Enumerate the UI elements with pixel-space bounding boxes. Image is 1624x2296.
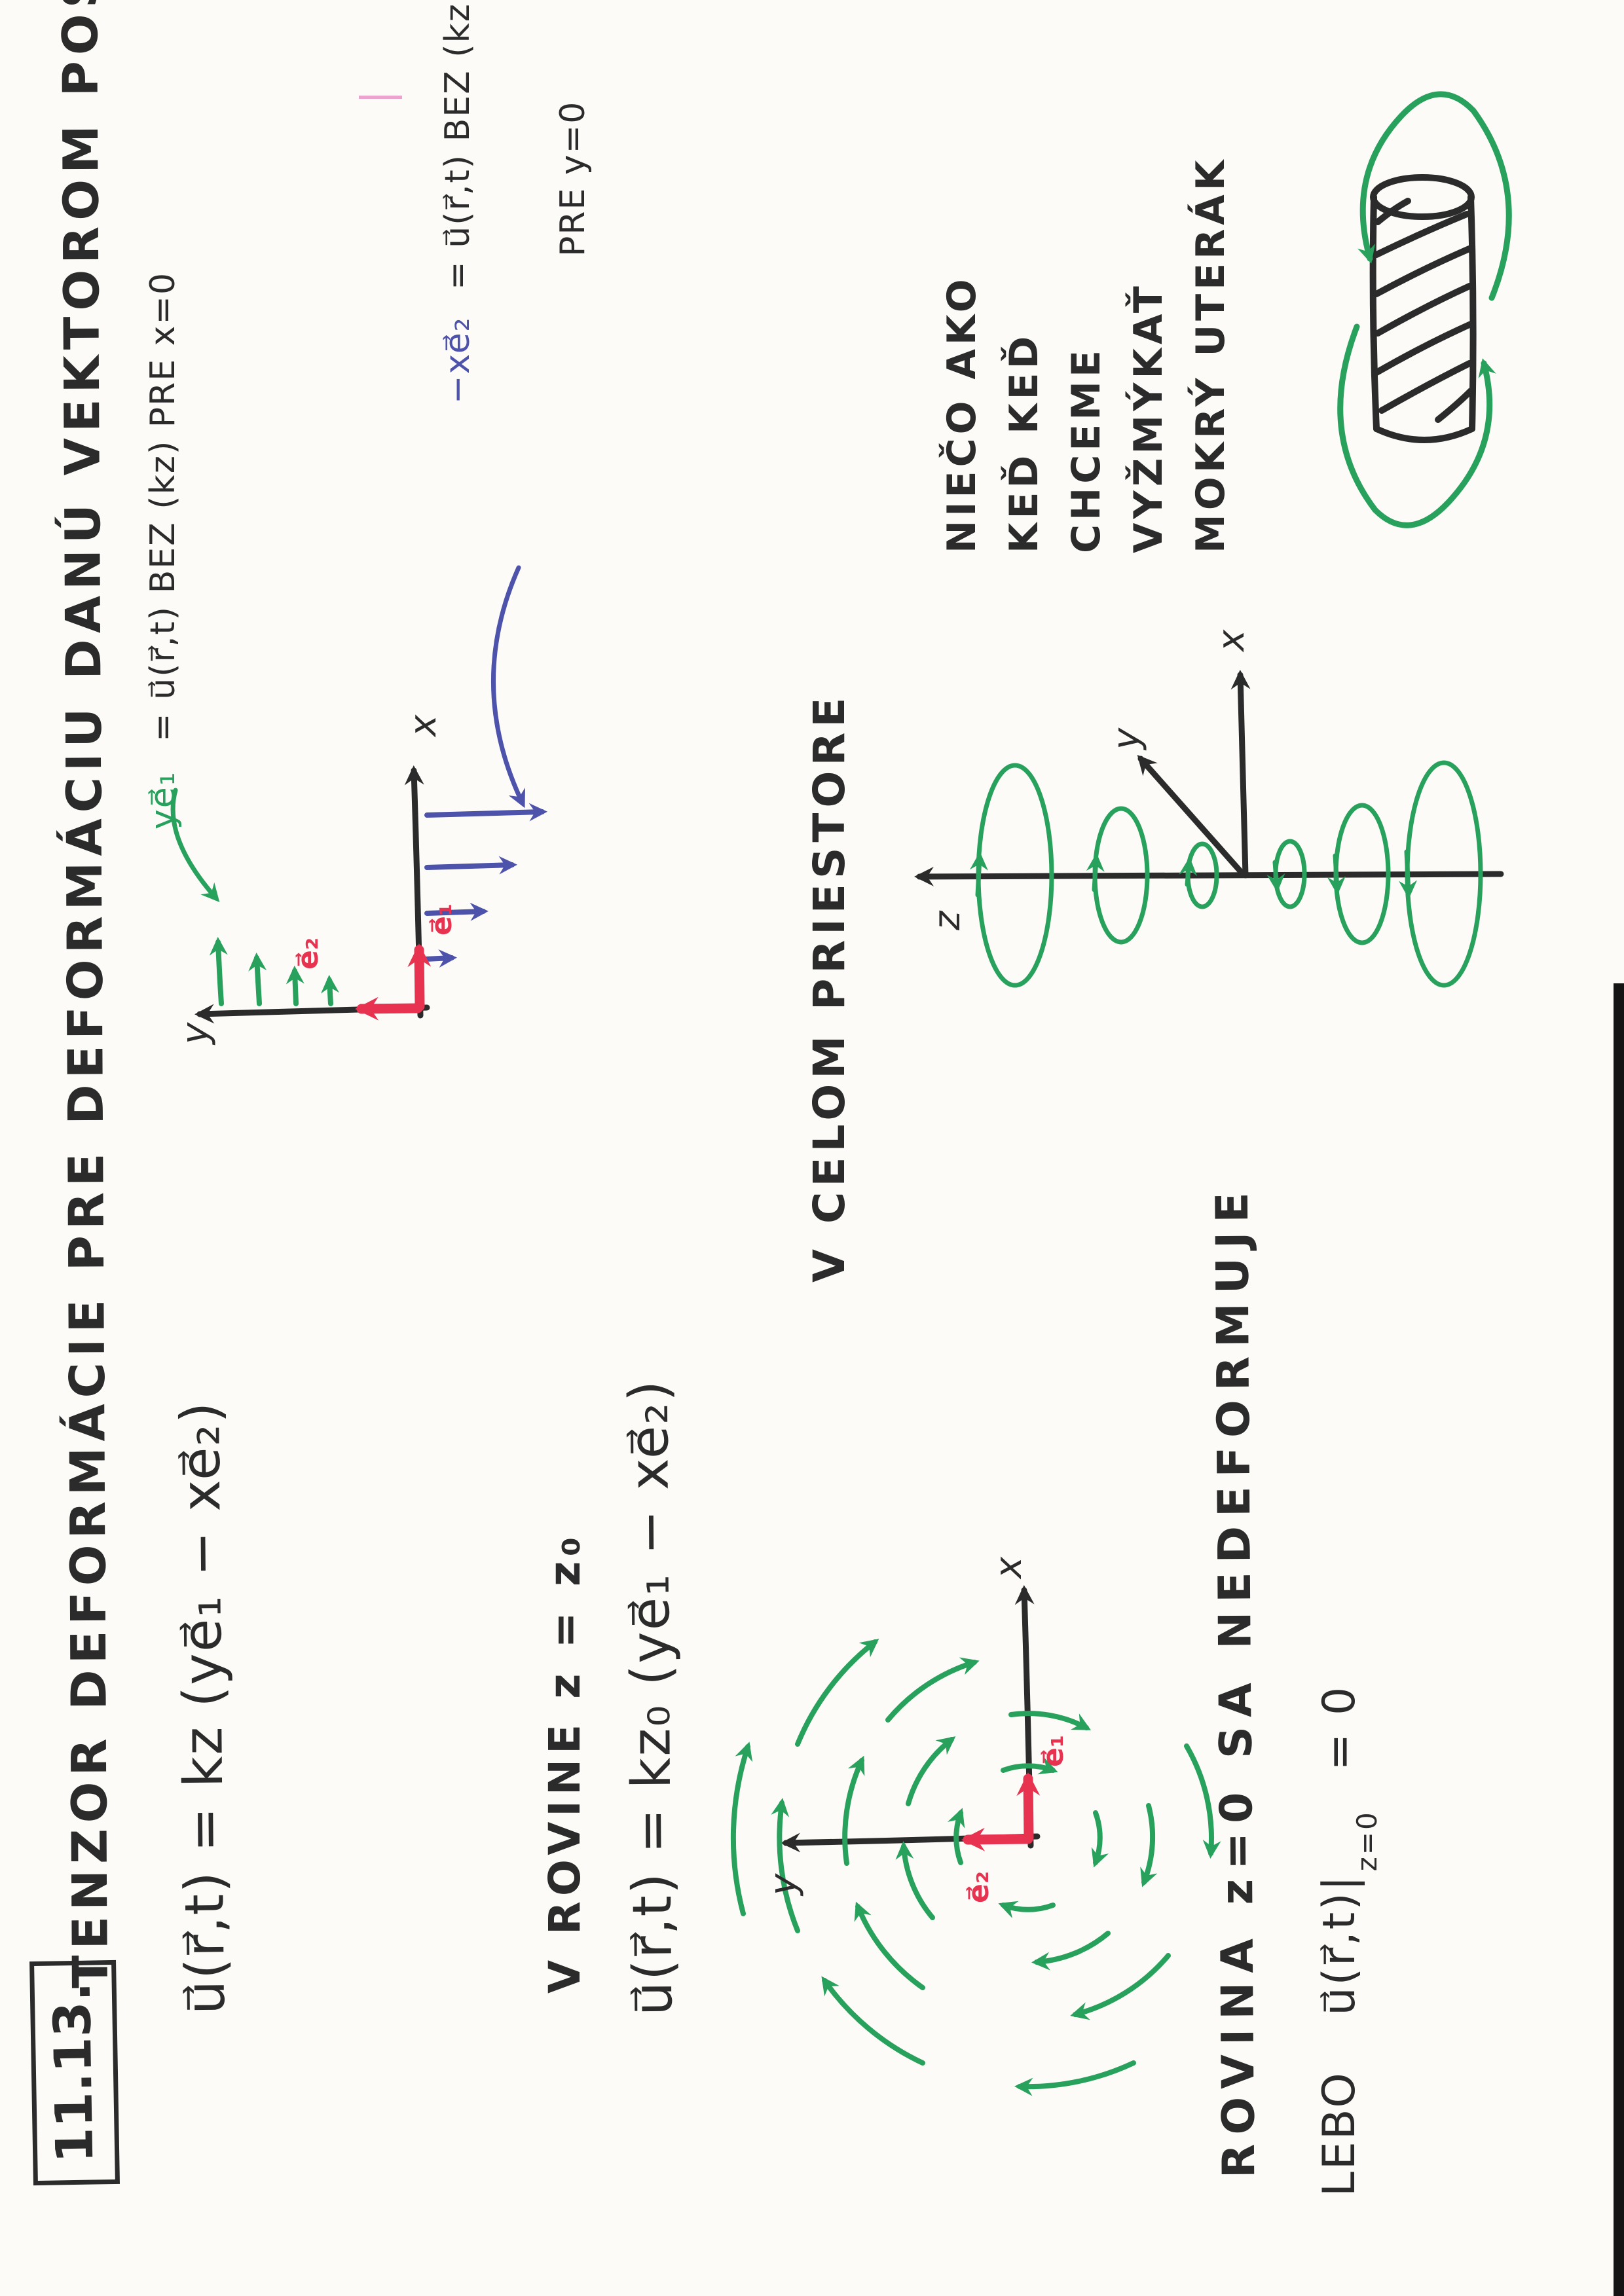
aside-line-3: CHCEME (1063, 346, 1109, 553)
towel-cylinder (1369, 174, 1477, 443)
d1-blue-leader-arrow (491, 565, 526, 809)
section-number-box: 11.13. (29, 1959, 120, 2186)
section2-heading: V ROVINE z = z₀ (540, 1531, 590, 1994)
d3-y-axis (1137, 755, 1246, 877)
d1-green-leader-arrow (170, 788, 220, 903)
section3-heading: V CELOM PRIESTORE (804, 692, 855, 1283)
d1-e2-vector (355, 996, 423, 1021)
d2-x-axis-label: x (987, 1556, 1030, 1578)
d2-e2-vector (961, 1827, 1033, 1851)
d1-e2-label: e⃗₂ (291, 937, 325, 970)
conclusion-formula: u⃗(r⃗,t)| (1314, 1874, 1365, 2016)
section-number: 11.13. (43, 1981, 105, 2164)
displacement-formula: u⃗(r⃗,t) = kz (ye⃗₁ − xe⃗₂) (169, 1400, 238, 2015)
annotation-line2-condition: PRE y=0 (553, 100, 593, 257)
annotation-line2-blue-term: −xe⃗₂ (438, 316, 477, 404)
annotation-line1-green-term: ye⃗₁ (143, 771, 183, 829)
d3-rings (969, 760, 1483, 988)
conclusion-result: = 0 (1314, 1685, 1365, 1771)
aside-note: NIEČO AKO KEĎ KEĎ CHCEME VYŽMÝKAŤ MOKRÝ … (939, 156, 1253, 553)
conclusion-lebo: LEBO (1314, 2071, 1365, 2196)
annotation-line1-text: = u⃗(r⃗,t) BEZ (kz) PRE x=0 (143, 271, 183, 742)
diagram3 (914, 670, 1504, 988)
pink-mark (359, 96, 402, 99)
aside-line-2: KEĎ KEĎ (1001, 332, 1047, 553)
conclusion-subscript: z=0 (1351, 1810, 1383, 1872)
d2-e1-label: e⃗₁ (1037, 1734, 1070, 1767)
towel-sketch (1337, 91, 1512, 528)
d2-y-axis-label: y (762, 1873, 805, 1895)
d2-e1-vector (1016, 1772, 1041, 1843)
d3-x-axis-label: x (1210, 629, 1253, 651)
towel-left-rotation-arrow (1337, 323, 1496, 528)
aside-line-4: VYŽMÝKAŤ (1126, 282, 1172, 553)
d3-x-axis (1230, 670, 1251, 879)
d1-blue-field-arrows (423, 803, 547, 968)
aside-line-1: NIEČO AKO (939, 275, 985, 553)
d2-e2-label: e⃗₂ (962, 1870, 995, 1903)
d1-green-field-arrows (209, 937, 339, 1006)
d1-e1-label: e⃗₁ (425, 903, 458, 936)
d3-z-axis (914, 866, 1504, 886)
d1-x-axis-label: x (402, 714, 445, 737)
d3-y-axis-label: y (1105, 727, 1148, 750)
annotation-line1: ye⃗₁ = u⃗(r⃗,t) BEZ (kz) PRE x=0 (143, 271, 183, 829)
d3-z-axis-label: z (926, 911, 969, 930)
diagram2 (730, 1585, 1221, 2096)
scanner-edge-shadow (1614, 983, 1624, 2296)
d1-e1-vector (407, 943, 432, 1011)
towel-twist-arrows (1337, 91, 1512, 528)
section2-formula: u⃗(r⃗,t) = kz₀ (ye⃗₁ − xe⃗₂) (618, 1379, 685, 2016)
d2-swirl-arrows (730, 1639, 1221, 2096)
aside-line-5: MOKRÝ UTERÁK (1188, 156, 1234, 553)
annotation-line2: −xe⃗₂ = u⃗(r⃗,t) BEZ (kz) (438, 0, 477, 404)
conclusion-line2: LEBO u⃗(r⃗,t)|z=0 = 0 (1314, 1685, 1383, 2196)
diagram1 (170, 565, 547, 1024)
towel-right-rotation-arrow (1357, 91, 1512, 301)
conclusion-line1: ROVINA z=0 SA NEDEFORMUJE (1206, 1182, 1266, 2179)
d1-y-axis-label: y (174, 1022, 217, 1044)
annotation-line2-text: = u⃗(r⃗,t) BEZ (kz) (438, 0, 477, 290)
page-title: TENZOR DEFORMÁCIE PRE DEFORMÁCIU DANÚ VE… (51, 0, 119, 1989)
